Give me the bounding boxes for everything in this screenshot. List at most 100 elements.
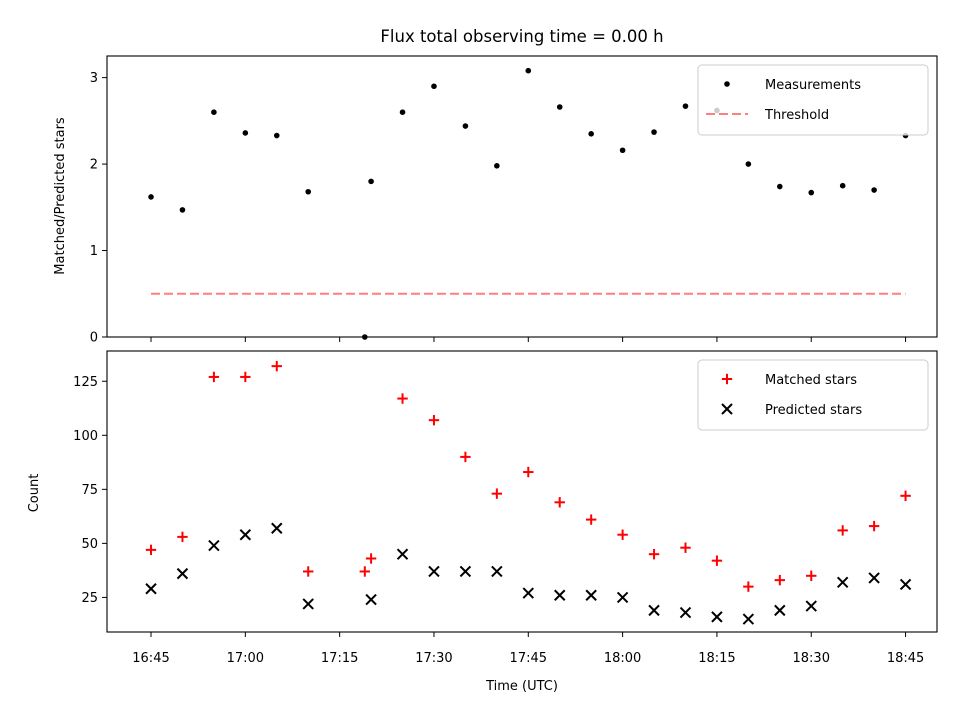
- measurement-point: [494, 163, 500, 169]
- predicted-star-point: [679, 606, 692, 619]
- predicted-star-point: [522, 587, 534, 599]
- predicted-star-point-b: [836, 576, 849, 588]
- predicted-star-point: [554, 589, 566, 601]
- predicted-star-point-b: [774, 604, 786, 617]
- matched-star-point: [680, 542, 691, 553]
- predicted-star-point-b: [145, 583, 157, 595]
- matched-star-point: [397, 393, 408, 404]
- predicted-star-point-b: [491, 565, 503, 578]
- ratio-panel: Flux total observing time = 0.00 h Match…: [53, 27, 938, 346]
- predicted-star-point: [616, 591, 629, 604]
- measurement-point: [179, 207, 186, 213]
- bottom-y-tick-label: 100: [73, 429, 98, 444]
- matched-star-point: [617, 529, 628, 540]
- predicted-star-point-b: [522, 587, 534, 599]
- predicted-star-point-b: [302, 598, 314, 610]
- predicted-star-point: [365, 593, 377, 606]
- x-tick-label: 17:30: [415, 651, 452, 666]
- measurement-point: [399, 109, 406, 115]
- predicted-star-point: [648, 604, 660, 617]
- measurement-point: [273, 132, 280, 139]
- bottom-legend-box: [697, 359, 929, 431]
- matched-star-point: [303, 566, 314, 577]
- bottom-legend: Matched stars Predicted stars: [697, 359, 929, 431]
- predicted-star-point-b: [396, 548, 409, 560]
- x-tick-label: 16:45: [132, 651, 169, 666]
- predicted-star-point: [899, 578, 912, 591]
- predicted-star-point: [459, 565, 472, 578]
- measurement-point: [588, 131, 594, 137]
- measurement-point: [777, 183, 783, 190]
- predicted-star-point: [239, 529, 252, 541]
- predicted-star-point: [742, 613, 755, 625]
- top-y-tick-label: 0: [90, 331, 98, 346]
- bottom-y-tick-label: 50: [81, 537, 98, 552]
- predicted-star-point-b: [711, 611, 723, 623]
- x-tick-label: 18:30: [793, 651, 830, 666]
- predicted-star-point-b: [271, 522, 283, 534]
- measurement-point: [305, 188, 312, 195]
- measurement-point: [745, 161, 752, 167]
- matched-star-point: [554, 497, 565, 508]
- matched-star-point: [491, 488, 503, 499]
- bottom-x-ticks: 16:45 17:00 17:15 17:30 17:45 18:00 18:15 18:30…: [132, 632, 924, 666]
- count-panel: Count Time (UTC) 25 50 75 100 125 16:45 17:00…: [27, 350, 938, 694]
- x-tick-label: 17:45: [510, 651, 547, 666]
- measurement-point: [431, 83, 437, 90]
- top-legend-box: [697, 64, 929, 136]
- matched-star-point: [837, 525, 848, 536]
- measurement-point: [619, 147, 626, 154]
- x-axis-label: Time (UTC): [485, 679, 558, 694]
- bottom-legend-label: Matched stars: [765, 373, 857, 388]
- matched-star-point: [523, 466, 534, 478]
- matched-star-point: [177, 531, 188, 543]
- predicted-star-point-b: [365, 593, 377, 606]
- matched-star-point: [585, 514, 597, 525]
- predicted-star-point-b: [459, 565, 472, 578]
- predicted-star-point: [836, 576, 849, 588]
- predicted-star-point-b: [742, 613, 755, 625]
- predicted-star-point-b: [585, 589, 597, 601]
- measurement-point: [148, 194, 154, 200]
- measurement-point: [556, 104, 563, 110]
- measurement-point: [462, 123, 469, 129]
- predicted-star-point-b: [554, 589, 566, 601]
- top-y-tick-label: 1: [90, 244, 98, 259]
- measurement-point: [871, 187, 877, 193]
- top-y-ticks: 0 1 2 3: [90, 71, 107, 346]
- predicted-star-point-b: [616, 591, 629, 604]
- predicted-star-point: [145, 583, 157, 595]
- bottom-legend-cross: [721, 403, 733, 415]
- predicted-star-point-b: [239, 529, 252, 541]
- bottom-y-axis-label: Count: [27, 474, 42, 513]
- x-tick-label: 18:00: [604, 651, 641, 666]
- bottom-y-tick-label: 125: [73, 375, 98, 390]
- matched-star-point: [460, 451, 471, 463]
- matched-star-point: [900, 490, 911, 502]
- matched-star-point: [240, 371, 251, 383]
- bottom-legend-label: Predicted stars: [765, 403, 862, 418]
- top-axes-frame: [106, 55, 938, 338]
- matched-star-point: [806, 570, 817, 581]
- matched-star-point: [359, 566, 371, 577]
- predicted-star-point-b: [868, 572, 880, 584]
- predicted-star-point-b: [428, 565, 440, 578]
- bottom-series-marks: [145, 360, 912, 625]
- matched-star-point: [145, 544, 157, 556]
- predicted-star-point-b: [899, 578, 912, 591]
- predicted-star-point: [711, 611, 723, 623]
- predicted-star-point: [805, 600, 817, 612]
- bottom-axes-frame: [106, 350, 938, 633]
- top-legend-label: Measurements: [765, 78, 861, 93]
- top-x-ticks: [150, 337, 907, 342]
- matched-star-point: [271, 360, 282, 372]
- predicted-star-point-b: [679, 606, 692, 619]
- measurement-point: [808, 189, 815, 196]
- matched-star-point: [743, 581, 754, 592]
- measurement-point: [839, 182, 846, 189]
- top-legend: Measurements Threshold: [697, 64, 929, 136]
- predicted-star-point: [271, 522, 283, 534]
- x-tick-label: 17:00: [227, 651, 264, 666]
- top-legend-dot: [724, 81, 730, 87]
- predicted-star-point: [428, 565, 440, 578]
